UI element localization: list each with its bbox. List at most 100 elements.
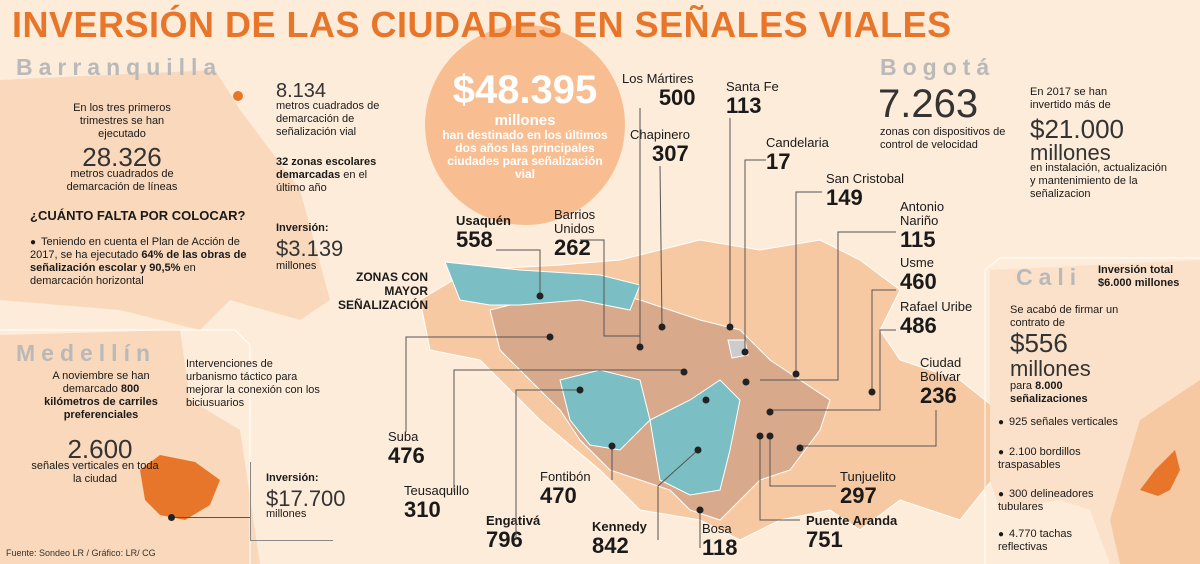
- barranquilla-intro: En los tres primeros trimestres se han e…: [73, 102, 171, 140]
- loc-value: 310: [404, 497, 441, 522]
- loc-engativa: Engativá 796: [486, 514, 540, 552]
- bogota-inv-value: $21.000: [1030, 114, 1124, 144]
- loc-name: Bosa: [702, 521, 732, 536]
- loc-chapinero: Chapinero 307: [630, 128, 690, 166]
- barranquilla-zonas-rest: en el último año: [276, 169, 368, 194]
- loc-name: Antonio Nariño: [900, 199, 945, 228]
- loc-name: Ciudad Bolívar: [920, 355, 962, 384]
- barranquilla-plan-bold: 64% de las obras de señalización escolar…: [30, 249, 247, 274]
- barranquilla-metros-value: 28.326: [82, 142, 162, 172]
- loc-value: 751: [806, 527, 843, 552]
- cali-item-3: 300 delineadores tubulares: [998, 488, 1108, 514]
- loc-value: 500: [658, 85, 696, 110]
- barranquilla-inv-label: Inversión:: [276, 222, 329, 234]
- medellin-sen-value: 2.600: [67, 434, 133, 464]
- medellin-sen-label: señales verticales en toda la ciudad: [31, 460, 159, 485]
- loc-fontibon: Fontibón 470: [540, 470, 591, 508]
- headline-block: $48.395 millones han destinado en los úl…: [430, 68, 620, 181]
- loc-value: 476: [388, 443, 425, 468]
- loc-ciudad-bolivar: Ciudad Bolívar 236: [920, 356, 980, 408]
- medellin-marker: [168, 514, 175, 521]
- loc-san-cristobal: San Cristobal 149: [826, 172, 904, 210]
- loc-name: Teusaquillo: [404, 483, 470, 498]
- medellin-inv-label: Inversión:: [266, 472, 319, 484]
- bogota-inv-label: en instalación, actualización y mantenim…: [1030, 162, 1167, 200]
- loc-santa-fe: Santa Fe 113: [726, 80, 779, 118]
- loc-antonio-narino: Antonio Nariño 115: [900, 200, 970, 252]
- source-credit: Fuente: Sondeo LR / Gráfico: LR/ CG: [6, 548, 156, 558]
- loc-value: 17: [766, 149, 791, 174]
- medellin-urban: Intervenciones de urbanismo táctico para…: [186, 358, 320, 409]
- loc-name: San Cristobal: [826, 171, 905, 186]
- cali-border: [984, 257, 1200, 564]
- barranquilla-plan-a: Teniendo en cuenta el Plan de Acción de …: [30, 236, 240, 261]
- loc-value: 470: [540, 483, 577, 508]
- loc-name: Tunjuelito: [840, 469, 896, 484]
- city-cali: Cali: [1016, 264, 1083, 290]
- barranquilla-zonas: 32 zonas escolares demarcadas en el últi…: [276, 156, 396, 195]
- bogota-inv-intro: En 2017 se han invertido más de: [1030, 86, 1111, 111]
- loc-name: Suba: [388, 429, 419, 444]
- medellin-text-bold: 800 kilómetros de carriles preferenciale…: [44, 383, 158, 421]
- loc-name: Puente Aranda: [806, 513, 898, 528]
- city-barranquilla: Barranquilla: [16, 54, 223, 80]
- loc-value: 307: [652, 141, 689, 166]
- medellin-connector: [175, 517, 250, 518]
- loc-name: Los Mártires: [622, 71, 694, 86]
- cali-contrato-value: $556: [1010, 328, 1068, 358]
- loc-value: 842: [592, 533, 629, 558]
- headline-amount: $48.395: [452, 68, 598, 112]
- loc-tunjuelito: Tunjuelito 297: [840, 470, 896, 508]
- loc-value: 297: [840, 483, 877, 508]
- loc-name: Rafael Uribe: [900, 299, 973, 314]
- page-title: INVERSIÓN DE LAS CIUDADES EN SEÑALES VIA…: [12, 4, 952, 45]
- medellin-border: [0, 329, 251, 564]
- barranquilla-plan-b: en demarcación horizontal: [30, 262, 196, 287]
- medellin-text: A noviembre se han demarcado 800 kilómet…: [36, 370, 166, 422]
- loc-barrios-unidos: Barrios Unidos 262: [554, 208, 618, 260]
- cali-para-a: para: [1010, 380, 1036, 392]
- loc-value: 486: [900, 313, 937, 338]
- loc-name: Engativá: [486, 513, 541, 528]
- loc-value: 460: [900, 269, 937, 294]
- loc-los-martires: Los Mártires 500: [622, 71, 696, 110]
- barranquilla-metros-label: metros cuadrados de demarcación de línea…: [66, 168, 178, 193]
- loc-usaquen: Usaquén 558: [456, 214, 511, 252]
- barranquilla-plan: Teniendo en cuenta el Plan de Acción de …: [30, 236, 258, 288]
- loc-bosa: Bosa 118: [702, 522, 738, 560]
- zone-candelaria: [727, 339, 749, 359]
- loc-name: Kennedy: [592, 519, 647, 534]
- bogota-zonas-label: zonas con dispositivos de control de vel…: [880, 126, 1006, 151]
- barranquilla-location: [233, 91, 243, 101]
- bogota-inv-unit: millones: [1030, 140, 1111, 165]
- cali-item-4: 4.770 tachas reflectivas: [998, 528, 1098, 554]
- headline-unit: millones: [494, 112, 556, 129]
- loc-value: 796: [486, 527, 523, 552]
- loc-puente-aranda: Puente Aranda 751: [806, 514, 897, 552]
- loc-name: Santa Fe: [726, 79, 779, 94]
- headline-text: han destinado en los últimos dos años la…: [442, 128, 608, 181]
- loc-name: Usaquén: [456, 213, 511, 228]
- barranquilla-inv-value: $3.139: [276, 236, 344, 261]
- loc-value: 558: [456, 227, 493, 252]
- loc-name: Fontibón: [540, 469, 591, 484]
- loc-suba: Suba 476: [388, 430, 425, 468]
- loc-name: Chapinero: [630, 127, 690, 142]
- medellin-inv-unit: millones: [266, 508, 307, 520]
- barranquilla-inv-unit: millones: [276, 260, 317, 272]
- loc-name: Candelaria: [766, 135, 829, 150]
- loc-value: 262: [554, 235, 591, 260]
- cali-inv-total: Inversión total $6.000 millones: [1098, 264, 1180, 289]
- medellin-shape: [140, 455, 220, 520]
- loc-value: 115: [900, 227, 936, 252]
- city-medellin: Medellín: [16, 340, 157, 366]
- loc-rafael-uribe: Rafael Uribe 486: [900, 300, 972, 338]
- loc-usme: Usme 460: [900, 256, 937, 294]
- cali-shape: [1140, 450, 1180, 496]
- loc-name: Usme: [900, 255, 934, 270]
- loc-value: 236: [920, 383, 957, 408]
- cali-para-bold: 8.000 señalizaciones: [1010, 380, 1088, 405]
- bogota-zonas-value: 7.263: [878, 82, 979, 126]
- cali-contrato-unit: millones: [1010, 356, 1091, 381]
- medellin-inv-box: [250, 462, 333, 541]
